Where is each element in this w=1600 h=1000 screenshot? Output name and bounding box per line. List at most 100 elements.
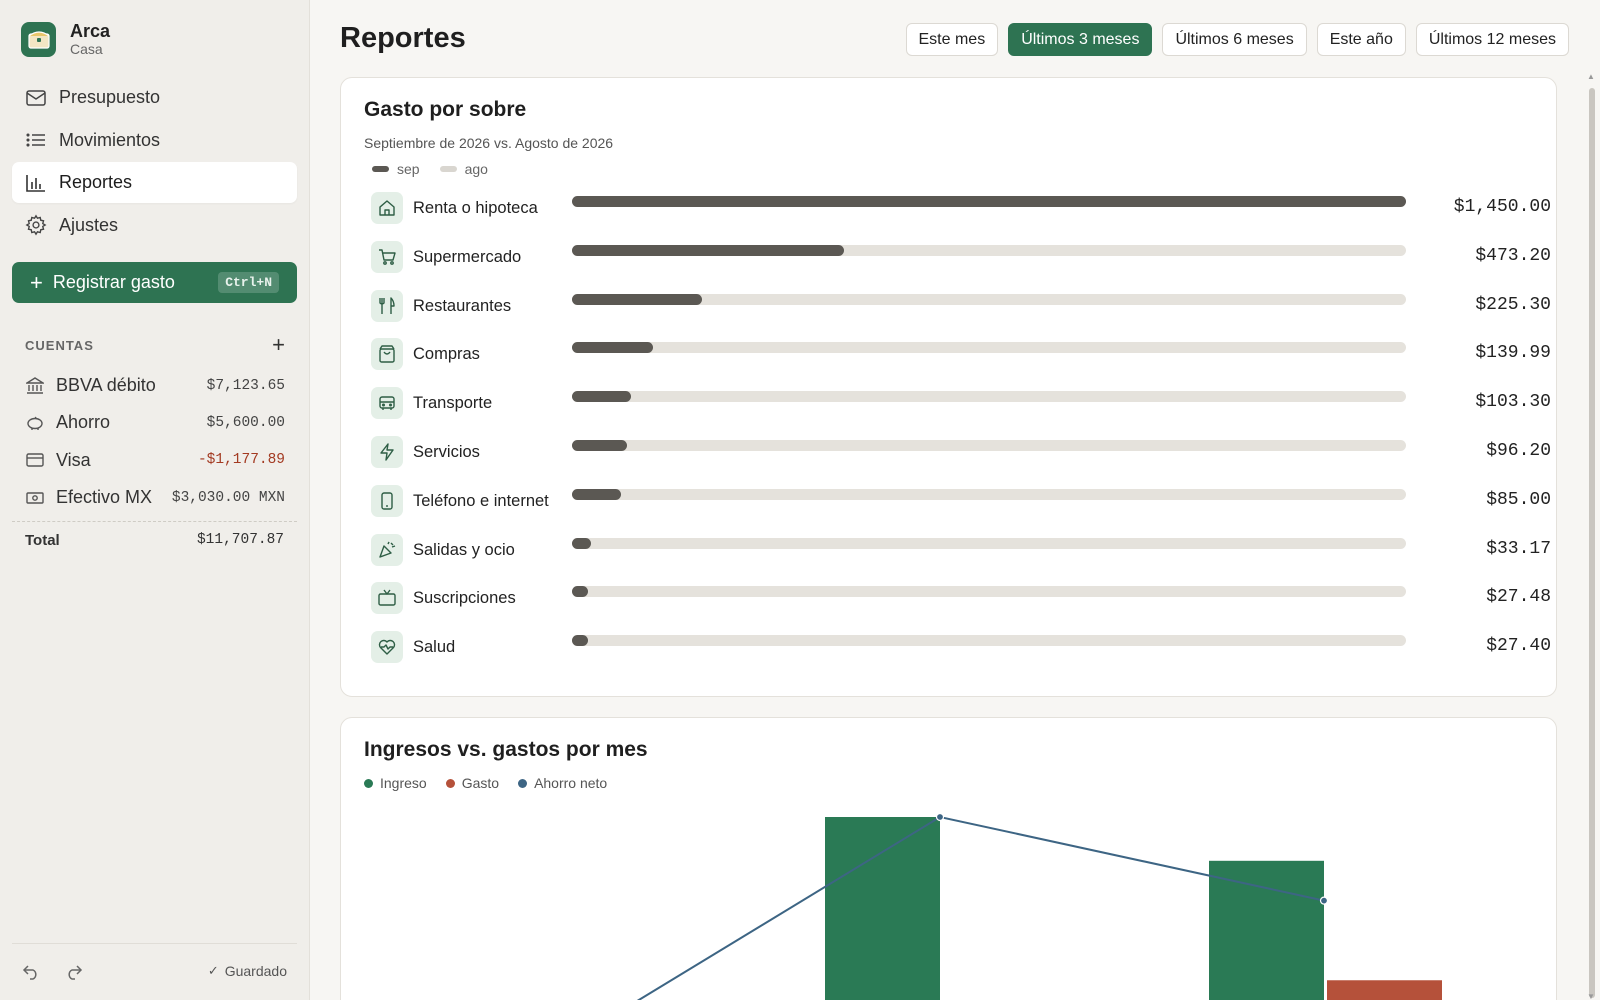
legend-label: sep: [397, 161, 420, 177]
category-row[interactable]: Restaurantes $225.30: [371, 289, 1551, 324]
legend-swatch: [372, 166, 389, 172]
account-row[interactable]: Efectivo MX $3,030.00 MXN: [25, 479, 285, 516]
brand[interactable]: Arca Casa: [21, 21, 110, 57]
category-name: Renta o hipoteca: [413, 199, 538, 217]
add-account-button[interactable]: +: [272, 332, 285, 357]
check-icon: ✓: [207, 963, 219, 978]
gasto-bar[interactable]: [1327, 980, 1442, 1000]
sidebar-item-movimientos[interactable]: Movimientos: [12, 120, 297, 161]
legend-label: Ingreso: [380, 775, 427, 791]
range-tab-last-6-months[interactable]: Últimos 6 meses: [1162, 23, 1307, 56]
date-range-tabs: Este mes Últimos 3 meses Últimos 6 meses…: [896, 23, 1569, 56]
spending-card-subtitle: Septiembre de 2026 vs. Agosto de 2026: [364, 135, 614, 151]
register-expense-label: Registrar gasto: [52, 272, 175, 292]
category-amount: $1,450.00: [1453, 197, 1551, 217]
sidebar-item-label: Reportes: [59, 172, 133, 192]
cash-icon: [25, 488, 45, 508]
account-row[interactable]: Visa -$1,177.89: [25, 442, 285, 479]
range-tab-this-year[interactable]: Este año: [1316, 23, 1406, 56]
register-expense-button[interactable]: + Registrar gasto Ctrl+N: [12, 262, 297, 303]
tv-icon: [371, 582, 403, 615]
sidebar-item-presupuesto[interactable]: Presupuesto: [12, 77, 297, 118]
category-amount: $473.20: [1475, 245, 1551, 266]
total-value: $11,707.87: [196, 532, 284, 548]
party-icon: [371, 533, 403, 566]
ingreso-bar[interactable]: [825, 817, 940, 1000]
bar-track: [572, 196, 1406, 207]
bar-track: [572, 537, 1406, 549]
account-row[interactable]: BBVA débito $7,123.65: [25, 367, 285, 404]
category-row[interactable]: Salud $27.40: [371, 631, 1551, 665]
account-balance: $3,030.00 MXN: [171, 489, 285, 506]
range-tab-last-12-months[interactable]: Últimos 12 meses: [1415, 23, 1569, 56]
category-row[interactable]: Salidas y ocio $33.17: [371, 533, 1551, 568]
bar-fill: [572, 537, 592, 549]
scroll-up-icon[interactable]: ▲: [1587, 72, 1595, 81]
account-balance: $5,600.00: [206, 414, 285, 431]
brand-name: Arca: [70, 21, 111, 41]
account-row[interactable]: Ahorro $5,600.00: [25, 404, 285, 441]
category-amount: $139.99: [1475, 343, 1551, 364]
legend-label: Ahorro neto: [534, 775, 608, 791]
scroll-down-icon[interactable]: ▼: [1587, 992, 1595, 1000]
category-row[interactable]: Teléfono e internet $85.00: [371, 484, 1551, 519]
home-icon: [371, 192, 403, 224]
ingreso-bar[interactable]: [1209, 860, 1324, 1000]
save-status-label: Guardado: [224, 963, 287, 979]
range-tab-last-3-months[interactable]: Últimos 3 meses: [1008, 23, 1153, 56]
chart-title: Ingresos vs. gastos por mes: [364, 738, 648, 761]
legend-item: ago: [439, 161, 488, 177]
category-row[interactable]: Suscripciones $27.48: [371, 582, 1551, 616]
redo-icon[interactable]: [63, 961, 85, 983]
list-icon: [24, 128, 48, 152]
phone-icon: [371, 484, 403, 517]
bolt-icon: [371, 436, 403, 468]
bar-chart-icon: [24, 171, 48, 195]
utensils-icon: [371, 289, 403, 322]
net-savings-point[interactable]: [1319, 896, 1329, 905]
bar-fill: [572, 586, 588, 598]
category-row[interactable]: Renta o hipoteca $1,450.00: [371, 192, 1551, 226]
account-balance: -$1,177.89: [197, 452, 285, 469]
account-name: Ahorro: [56, 412, 111, 433]
accounts-total: Total $11,707.87: [12, 521, 297, 549]
bar-fill: [572, 196, 1406, 207]
bar-fill: [572, 293, 702, 305]
treasure-chest-icon: [21, 21, 56, 57]
heart-pulse-icon: [371, 631, 403, 664]
range-tab-this-month[interactable]: Este mes: [905, 23, 999, 56]
bar-track: [572, 391, 1406, 403]
bus-icon: [371, 387, 403, 420]
legend-item: Ahorro neto: [518, 775, 607, 791]
legend-dot: [364, 778, 373, 788]
credit-card-icon: [25, 450, 45, 470]
bar-track: [572, 342, 1406, 354]
undo-icon[interactable]: [20, 961, 42, 983]
category-row[interactable]: Compras $139.99: [371, 338, 1551, 372]
scrollbar[interactable]: ▲ ▼: [1587, 72, 1595, 1000]
accounts-list: BBVA débito $7,123.65 Ahorro $5,600.00 V…: [25, 367, 285, 516]
category-row[interactable]: Servicios $96.20: [371, 436, 1551, 470]
sidebar-item-ajustes[interactable]: Ajustes: [12, 205, 297, 246]
legend-item: Gasto: [445, 775, 500, 791]
category-name: Teléfono e internet: [413, 491, 549, 510]
net-savings-point[interactable]: [935, 812, 945, 822]
bar-track: [572, 586, 1406, 598]
legend-item: sep: [372, 161, 420, 177]
bar-fill: [572, 391, 632, 403]
bar-track: [572, 244, 1406, 256]
legend-label: Gasto: [461, 775, 500, 791]
category-name: Suscripciones: [413, 589, 516, 608]
sidebar-item-reportes[interactable]: Reportes: [12, 162, 297, 203]
piggy-bank-icon: [25, 413, 45, 433]
category-row[interactable]: Supermercado $473.20: [371, 240, 1551, 275]
bar-track: [572, 635, 1406, 647]
scroll-thumb[interactable]: [1589, 88, 1595, 998]
mail-icon: [24, 86, 48, 110]
save-status: ✓ Guardado: [208, 963, 287, 979]
account-name: Efectivo MX: [56, 487, 153, 508]
category-row[interactable]: Transporte $103.30: [371, 387, 1551, 421]
cart-icon: [371, 240, 403, 273]
sidebar-nav: Presupuesto Movimientos Reportes Ajustes: [12, 77, 297, 247]
income-vs-expenses-card: Ingresos vs. gastos por mes Ingreso Gast…: [340, 717, 1557, 1000]
